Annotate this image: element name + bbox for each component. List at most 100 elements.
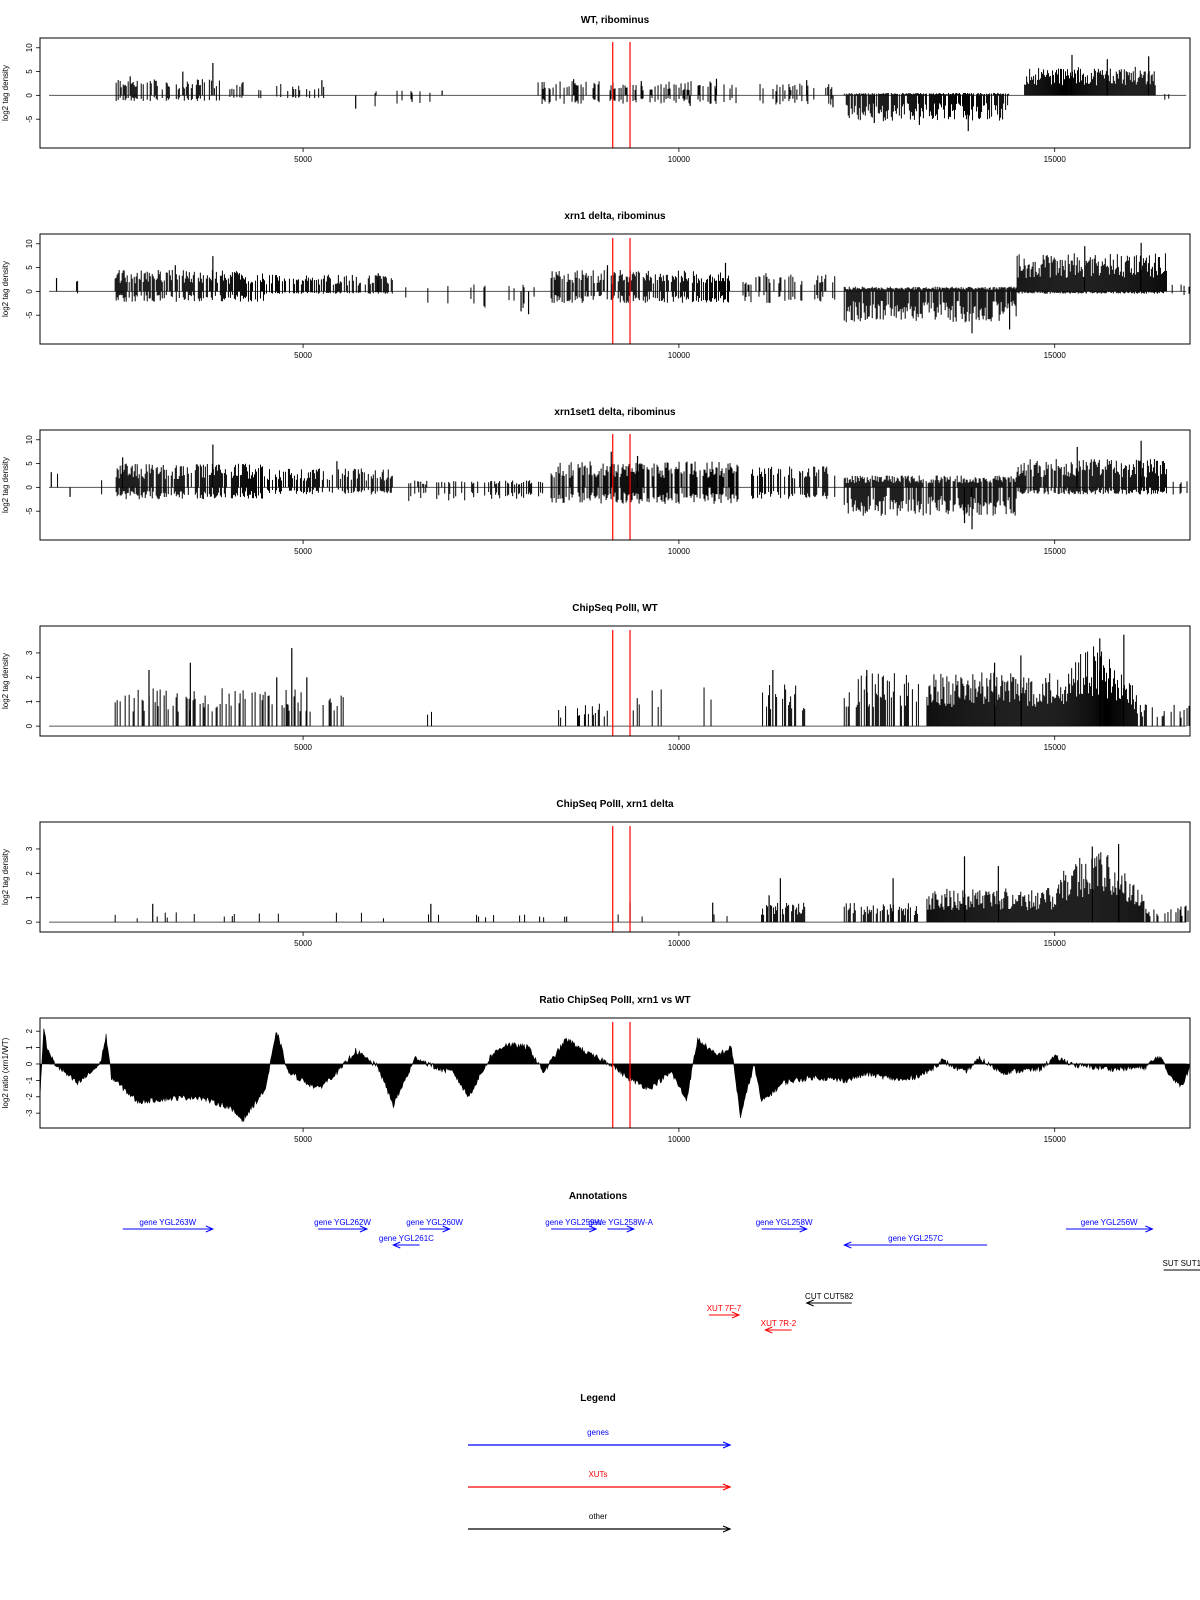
- feature-arrowhead: [731, 1311, 741, 1319]
- feature-arrowhead: [1145, 1225, 1154, 1233]
- plot-frame: [39, 429, 1191, 541]
- x-tick-label: 15000: [1044, 743, 1067, 752]
- annotation-feature: gene YGL263W: [122, 1218, 215, 1233]
- panel-title: xrn1 delta, ribominus: [564, 211, 666, 222]
- feature-label: gene YGL256W: [1081, 1218, 1138, 1227]
- x-tick-label: 10000: [668, 743, 691, 752]
- y-tick-label: -5: [25, 115, 34, 123]
- y-tick-label: 0: [25, 723, 34, 728]
- track-panel: xrn1set1 delta, ribominus log2 tag densit…: [1, 407, 1191, 556]
- x-tick-label: 10000: [668, 939, 691, 948]
- ratio-area: [39, 1028, 1190, 1123]
- feature-label: gene YGL259W: [545, 1218, 602, 1227]
- x-tick-label: 5000: [294, 1135, 312, 1144]
- plot-frame: [39, 625, 1191, 737]
- legend-item: genes: [468, 1428, 732, 1449]
- x-tick-label: 10000: [668, 1135, 691, 1144]
- feature-label: XUT 7F-7: [707, 1304, 742, 1313]
- y-axis-label: log2 tag density: [1, 65, 10, 121]
- feature-arrowhead: [764, 1326, 773, 1334]
- annotation-feature: gene YGL262W: [314, 1218, 371, 1233]
- y-tick-label: 3: [25, 846, 34, 851]
- y-tick-label: 2: [25, 675, 34, 680]
- series-bars: [115, 54, 1170, 132]
- y-axis-label: log2 tag density: [1, 261, 10, 317]
- plot-frame: [39, 37, 1191, 149]
- x-tick-label: 5000: [294, 155, 312, 164]
- y-tick-label: 0: [25, 93, 34, 98]
- y-tick-label: 0: [25, 1061, 34, 1066]
- feature-arrowhead: [359, 1225, 369, 1233]
- feature-label: gene YGL261C: [379, 1234, 434, 1243]
- annotation-feature: gene YGL257C: [842, 1234, 988, 1249]
- feature-arrowhead: [589, 1225, 598, 1233]
- legend-item: XUTs: [468, 1470, 732, 1491]
- feature-arrowhead: [205, 1225, 215, 1233]
- feature-label: gene YGL263W: [139, 1218, 196, 1227]
- feature-arrowhead: [626, 1225, 636, 1233]
- y-axis-label: log2 ratio (xrn1/WT): [1, 1037, 10, 1108]
- legend-label: genes: [587, 1428, 609, 1437]
- track-panel: Ratio ChipSeq PolII, xrn1 vs WT log2 rati…: [1, 995, 1191, 1144]
- y-tick-label: 0: [25, 485, 34, 490]
- feature-label: CUT CUT582: [805, 1292, 854, 1301]
- x-tick-label: 10000: [668, 547, 691, 556]
- panel-title: ChipSeq PolII, WT: [572, 603, 658, 614]
- x-tick-label: 15000: [1044, 351, 1067, 360]
- feature-label: gene YGL262W: [314, 1218, 371, 1227]
- feature-label: gene YGL257C: [888, 1234, 943, 1243]
- x-tick-label: 15000: [1044, 939, 1067, 948]
- y-tick-label: 2: [25, 871, 34, 876]
- legend-panel: Legend genes XUTs other: [468, 1393, 732, 1533]
- x-tick-label: 5000: [294, 547, 312, 556]
- series-bars: [50, 440, 1188, 530]
- y-tick-label: 0: [25, 919, 34, 924]
- annotation-feature: gene YGL259W: [545, 1218, 603, 1233]
- series-bars: [114, 634, 1190, 727]
- legend-item: other: [468, 1512, 732, 1533]
- annotation-feature: CUT CUT582: [805, 1292, 854, 1307]
- y-tick-label: -2: [25, 1093, 34, 1101]
- y-axis-label: log2 tag density: [1, 849, 10, 905]
- track-panel: WT, ribominus log2 tag density -5 0 5 10 5000 1…: [1, 15, 1191, 164]
- x-tick-label: 5000: [294, 351, 312, 360]
- x-tick-label: 15000: [1044, 155, 1067, 164]
- legend-arrowhead: [722, 1441, 732, 1449]
- y-tick-label: 5: [25, 69, 34, 74]
- feature-label: gene YGL260W: [406, 1218, 463, 1227]
- y-tick-label: 5: [25, 265, 34, 270]
- annotation-feature: XUT 7F-7: [707, 1304, 742, 1319]
- legend-arrowhead: [722, 1525, 732, 1533]
- y-tick-label: 1: [25, 895, 34, 900]
- feature-label: XUT 7R-2: [761, 1319, 797, 1328]
- annotation-feature: gene YGL258W-A: [588, 1218, 654, 1233]
- annotation-feature: gene YGL261C: [379, 1234, 434, 1249]
- legend-arrowhead: [722, 1483, 732, 1491]
- y-tick-label: 10: [25, 239, 34, 248]
- x-tick-label: 15000: [1044, 1135, 1067, 1144]
- track-panel: xrn1 delta, ribominus log2 tag density -5 0…: [1, 211, 1191, 360]
- legend-label: other: [589, 1512, 608, 1521]
- y-tick-label: 5: [25, 461, 34, 466]
- y-tick-label: -3: [25, 1109, 34, 1117]
- x-tick-label: 10000: [668, 351, 691, 360]
- annotations-title: Annotations: [569, 1191, 628, 1202]
- y-tick-label: 2: [25, 1028, 34, 1033]
- legend-title: Legend: [580, 1393, 616, 1404]
- y-tick-label: 1: [25, 1045, 34, 1050]
- series-bars: [55, 242, 1190, 334]
- feature-arrowhead: [391, 1241, 401, 1249]
- y-axis-label: log2 tag density: [1, 457, 10, 513]
- panel-title: WT, ribominus: [581, 15, 650, 26]
- y-tick-label: 3: [25, 650, 34, 655]
- feature-arrowhead: [842, 1241, 852, 1249]
- annotations-panel: Annotations gene YGL263W gene YGL262W gene …: [122, 1191, 1200, 1334]
- feature-label: SUT SUT108: [1163, 1259, 1200, 1268]
- track-panel: ChipSeq PolII, WT log2 tag density 0 1 2 3 500…: [1, 603, 1191, 752]
- feature-arrowhead: [799, 1225, 808, 1233]
- y-tick-label: 10: [25, 43, 34, 52]
- y-tick-label: -5: [25, 311, 34, 319]
- feature-arrowhead: [442, 1225, 451, 1233]
